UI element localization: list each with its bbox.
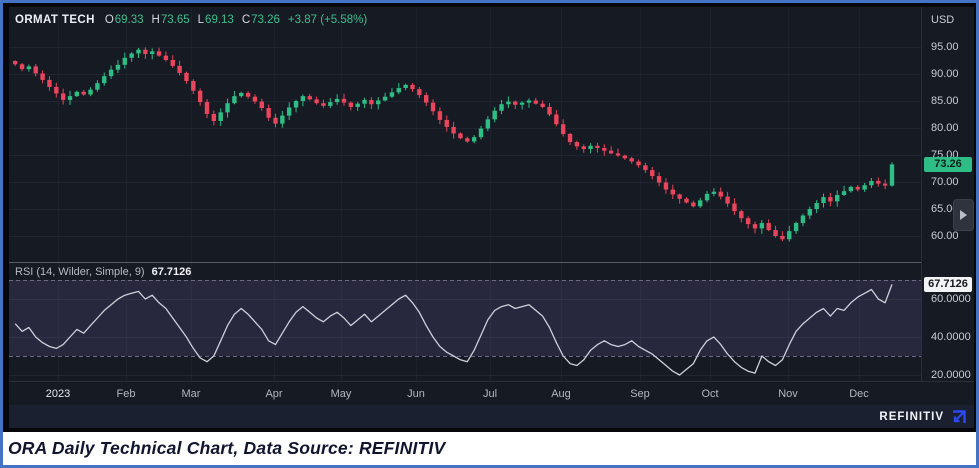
change-value: +3.87 (+5.58%) bbox=[287, 14, 368, 26]
scroll-to-latest-button[interactable] bbox=[953, 199, 974, 231]
price-tick: 80.00 bbox=[931, 122, 959, 134]
caption-bar: ORA Daily Technical Chart, Data Source: … bbox=[3, 432, 976, 465]
chart-canvas[interactable]: ORMAT TECH O 69.33 H 73.65 L 69.13 C 73.26 +3.8… bbox=[9, 7, 974, 428]
time-axis-label: Dec bbox=[849, 388, 869, 400]
time-axis-label: Feb bbox=[116, 388, 136, 400]
time-axis-label: Jul bbox=[482, 388, 498, 400]
rsi-value: 67.7126 bbox=[151, 266, 192, 278]
rsi-tick: 60.0000 bbox=[931, 293, 971, 305]
rsi-line bbox=[14, 284, 893, 376]
footer-bar: REFINITIV bbox=[9, 405, 974, 428]
price-tick: 65.00 bbox=[931, 203, 959, 215]
ohlc-item: L 69.13 bbox=[197, 14, 234, 26]
price-tick: 95.00 bbox=[931, 41, 959, 53]
symbol-name: ORMAT TECH bbox=[15, 14, 95, 26]
refinitiv-wordmark: REFINITIV bbox=[879, 410, 944, 423]
time-axis-label: Aug bbox=[551, 388, 571, 400]
time-axis-label: Nov bbox=[778, 388, 798, 400]
symbol-legend: ORMAT TECH O 69.33 H 73.65 L 69.13 C 73.26 +3.8… bbox=[15, 14, 367, 26]
rsi-tick: 40.0000 bbox=[931, 331, 971, 343]
time-axis-label: Oct bbox=[701, 388, 719, 400]
price-tick: 85.00 bbox=[931, 95, 959, 107]
ohlc-item: C 73.26 bbox=[241, 14, 280, 26]
ohlc-item: H 73.65 bbox=[151, 14, 190, 26]
refinitiv-logo-icon bbox=[953, 409, 966, 423]
time-axis-label: 2023 bbox=[45, 388, 71, 400]
rsi-label: RSI (14, Wilder, Simple, 9) bbox=[15, 266, 145, 278]
price-tick: 90.00 bbox=[931, 68, 959, 80]
rsi-value-badge: 67.7126 bbox=[924, 277, 972, 292]
time-axis-label: May bbox=[330, 388, 352, 400]
price-axis[interactable]: USD 73.26 67.7126 95.00 90.00 85.00 80.00 75… bbox=[921, 7, 974, 381]
time-axis-label: Apr bbox=[265, 388, 283, 400]
ohlc-item: O 69.33 bbox=[104, 14, 144, 26]
time-axis-label: Jun bbox=[407, 388, 425, 400]
rsi-legend: RSI (14, Wilder, Simple, 9) 67.7126 bbox=[15, 266, 191, 278]
time-axis-label: Mar bbox=[181, 388, 201, 400]
last-price-badge: 73.26 bbox=[924, 157, 972, 172]
time-axis[interactable]: 2023 Feb Mar Apr May Jun Jul Aug Sep Oct Nov Dec bbox=[9, 381, 974, 406]
currency-label: USD bbox=[931, 14, 955, 26]
chart-app-window: ORMAT TECH O 69.33 H 73.65 L 69.13 C 73.26 +3.8… bbox=[3, 3, 976, 432]
price-rsi-plot[interactable] bbox=[9, 7, 921, 405]
caption-text: ORA Daily Technical Chart, Data Source: … bbox=[8, 438, 446, 458]
candles-group bbox=[13, 47, 895, 242]
rsi-tick: 20.0000 bbox=[931, 369, 971, 381]
time-axis-label: Sep bbox=[630, 388, 650, 400]
ohlc-values: O 69.33 H 73.65 L 69.13 C 73.26 bbox=[105, 14, 280, 26]
price-tick: 70.00 bbox=[931, 176, 959, 188]
right-arrow-icon bbox=[960, 210, 967, 220]
price-tick: 60.00 bbox=[931, 230, 959, 242]
